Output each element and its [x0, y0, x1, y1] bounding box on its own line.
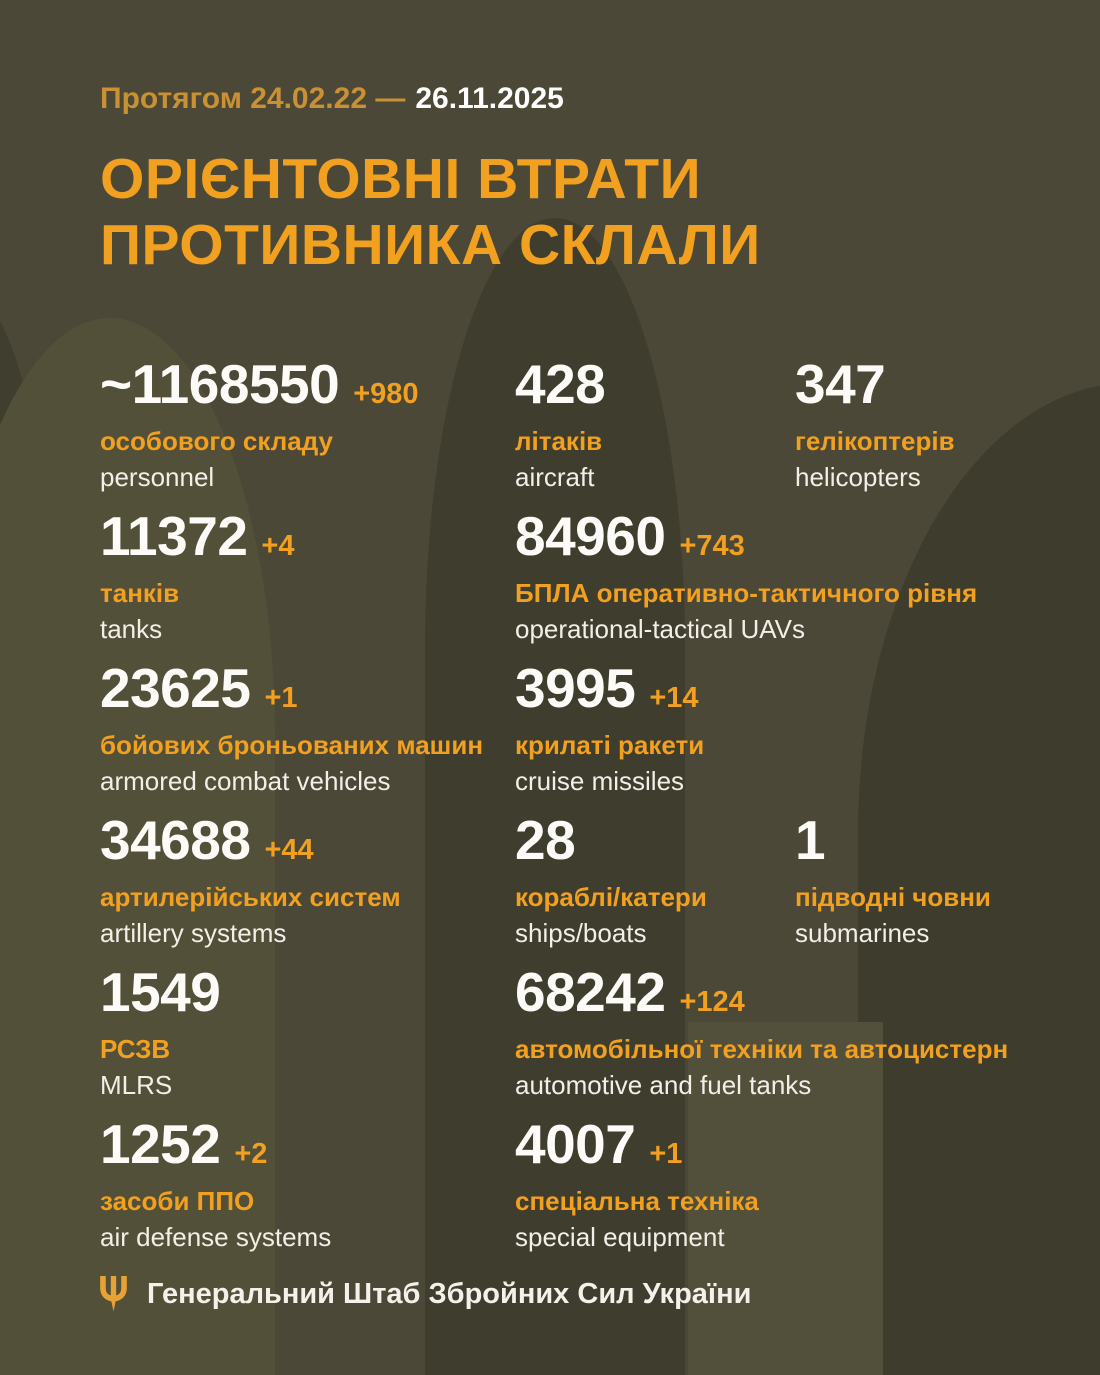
stat-label-ua: літаків: [515, 426, 603, 457]
stat-label-ua: спеціальна техніка: [515, 1186, 759, 1217]
stat-label-en: helicopters: [795, 461, 921, 492]
stat-value: 1252: [100, 1113, 221, 1176]
stat-artillery-systems: 34688 +44 артилерійських систем artiller…: [100, 812, 515, 949]
stat-submarines: 1 підводні човни submarines: [795, 812, 1040, 949]
stat-label-en: tanks: [100, 613, 163, 644]
stat-label-ua: автомобільної техніки та автоцистерн: [515, 1034, 1009, 1065]
stat-label-ua: кораблі/катери: [515, 882, 707, 913]
footer-credit: Генеральний Штаб Збройних Сил України: [100, 1276, 1040, 1312]
stat-aircraft: 428 літаків aircraft: [515, 356, 795, 493]
header: Протягом 24.02.22 — 26.11.2025 ОРІЄНТОВНІ…: [0, 0, 1100, 278]
date-range: Протягом 24.02.22 — 26.11.2025: [100, 82, 1040, 116]
stat-special-equipment: 4007 +1 спеціальна техніка special equip…: [515, 1116, 1040, 1253]
stat-value: 84960: [515, 505, 666, 568]
stat-label-en: operational-tactical UAVs: [515, 613, 805, 644]
stat-delta: +1: [649, 1138, 683, 1171]
stat-delta: +4: [261, 530, 295, 563]
stat-mlrs: 1549 РСЗВ MLRS: [100, 964, 515, 1101]
stat-number-line: 4007 +1: [515, 1116, 1040, 1172]
stat-value: 428: [515, 353, 606, 416]
stat-number-line: ~1168550 +980: [100, 356, 515, 412]
stat-number-line: 28: [515, 812, 795, 868]
stat-delta: +743: [679, 530, 745, 563]
stat-value: 4007: [515, 1113, 636, 1176]
stat-number-line: 23625 +1: [100, 660, 515, 716]
footer-org-name: Генеральний Штаб Збройних Сил України: [147, 1277, 752, 1310]
stat-number-line: 3995 +14: [515, 660, 1040, 716]
stats-grid: ~1168550 +980 особового складу personnel…: [100, 356, 1040, 1268]
stat-value: 1549: [100, 961, 221, 1024]
page-title: ОРІЄНТОВНІ ВТРАТИ ПРОТИВНИКА СКЛАЛИ: [100, 146, 1040, 278]
stat-armored-combat-vehicles: 23625 +1 бойових броньованих машин armor…: [100, 660, 515, 797]
stat-value: 68242: [515, 961, 666, 1024]
stat-label-ua: БПЛА оперативно-тактичного рівня: [515, 578, 978, 609]
background-light-band: [688, 1022, 883, 1375]
stat-label-en: ships/boats: [515, 917, 647, 948]
stat-number-line: 428: [515, 356, 795, 412]
stat-label-en: special equipment: [515, 1221, 725, 1252]
stat-cruise-missiles: 3995 +14 крилаті ракети cruise missiles: [515, 660, 1040, 797]
stat-number-line: 1252 +2: [100, 1116, 515, 1172]
date-current: 26.11.2025: [415, 82, 564, 115]
stat-label-ua: танків: [100, 578, 180, 609]
stat-number-line: 1: [795, 812, 1040, 868]
stat-value: 11372: [100, 505, 248, 568]
stat-label-en: MLRS: [100, 1069, 173, 1100]
stat-ships-boats: 28 кораблі/катери ships/boats: [515, 812, 795, 949]
stat-number-line: 84960 +743: [515, 508, 1040, 564]
date-range-prefix: Протягом 24.02.22 —: [100, 82, 406, 115]
stat-delta: +44: [264, 834, 314, 867]
stat-label-en: air defense systems: [100, 1221, 332, 1252]
stat-label-ua: артилерійських систем: [100, 882, 401, 913]
stat-value: 1: [795, 809, 826, 872]
stat-label-ua: крилаті ракети: [515, 730, 705, 761]
stat-number-line: 347: [795, 356, 1040, 412]
stat-label-ua: підводні човни: [795, 882, 991, 913]
stat-label-ua: РСЗВ: [100, 1034, 171, 1065]
stat-value: 28: [515, 809, 576, 872]
stat-automotive-fuel-tanks: 68242 +124 автомобільної техніки та авто…: [515, 964, 1040, 1101]
stat-label-en: submarines: [795, 917, 930, 948]
stat-value: ~1168550: [100, 353, 340, 416]
stat-number-line: 68242 +124: [515, 964, 1040, 1020]
stat-label-en: artillery systems: [100, 917, 287, 948]
stat-number-line: 34688 +44: [100, 812, 515, 868]
stat-label-en: armored combat vehicles: [100, 765, 391, 796]
stat-uavs: 84960 +743 БПЛА оперативно-тактичного рі…: [515, 508, 1040, 645]
stat-label-ua: засоби ППО: [100, 1186, 255, 1217]
stat-helicopters: 347 гелікоптерів helicopters: [795, 356, 1040, 493]
page-title-line1: ОРІЄНТОВНІ ВТРАТИ: [100, 147, 702, 211]
stat-delta: +124: [679, 986, 745, 1019]
stat-label-ua: гелікоптерів: [795, 426, 955, 457]
stat-personnel: ~1168550 +980 особового складу personnel: [100, 356, 515, 493]
page-title-line2: ПРОТИВНИКА СКЛАЛИ: [100, 213, 761, 278]
stat-delta: +1: [264, 682, 298, 715]
stat-label-ua: особового складу: [100, 426, 333, 457]
stat-delta: +14: [649, 682, 699, 715]
stat-delta: +2: [234, 1138, 268, 1171]
trident-icon: [100, 1276, 127, 1312]
stat-air-defense-systems: 1252 +2 засоби ППО air defense systems: [100, 1116, 515, 1253]
stat-tanks: 11372 +4 танків tanks: [100, 508, 515, 645]
artillery-shell-silhouette-center-icon: [425, 218, 685, 1375]
stat-value: 34688: [100, 809, 251, 872]
stat-label-ua: бойових броньованих машин: [100, 730, 484, 761]
stat-value: 23625: [100, 657, 251, 720]
stat-number-line: 1549: [100, 964, 515, 1020]
stat-number-line: 11372 +4: [100, 508, 515, 564]
artillery-shell-silhouette-left-icon: [0, 318, 275, 1375]
stat-label-en: aircraft: [515, 461, 595, 492]
stat-value: 347: [795, 353, 886, 416]
stat-label-en: cruise missiles: [515, 765, 685, 796]
stat-label-en: automotive and fuel tanks: [515, 1069, 812, 1100]
stat-delta: +980: [353, 378, 419, 411]
stat-value: 3995: [515, 657, 636, 720]
stat-label-en: personnel: [100, 461, 215, 492]
